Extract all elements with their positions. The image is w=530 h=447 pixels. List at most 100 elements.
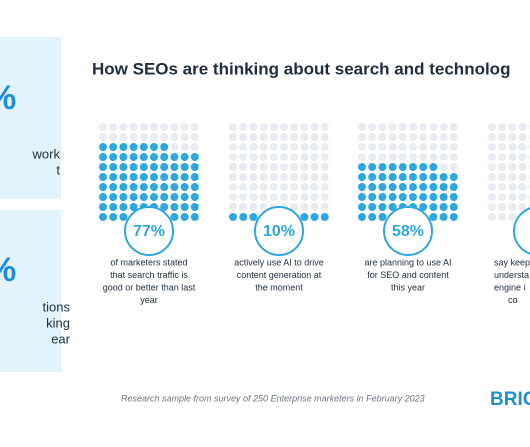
dot (310, 143, 319, 151)
dot (358, 153, 366, 161)
dot (229, 203, 237, 211)
dot-filled (368, 193, 377, 201)
dot (508, 123, 517, 131)
dot (518, 203, 527, 211)
dot-filled (170, 203, 179, 211)
dot-filled (439, 183, 448, 191)
dot (180, 123, 189, 131)
dot (429, 153, 438, 161)
dot (498, 213, 507, 221)
dot (190, 143, 199, 151)
dot (239, 123, 248, 131)
stat-circle (124, 206, 174, 256)
dot-filled (388, 193, 397, 201)
dot-filled (119, 193, 128, 201)
dot-filled (180, 163, 189, 171)
dot (259, 173, 268, 181)
dot-filled (439, 203, 448, 211)
dot (269, 123, 278, 131)
dot-filled (388, 203, 397, 211)
side-text: t (56, 162, 60, 177)
dot (310, 163, 319, 171)
dot (320, 173, 329, 181)
dot (320, 123, 329, 131)
dot (398, 123, 407, 131)
dot (508, 133, 517, 141)
dot (239, 203, 248, 211)
dot-filled (109, 163, 118, 171)
dot (170, 143, 179, 151)
dot (488, 143, 496, 151)
dot (229, 163, 237, 171)
dot (320, 183, 329, 191)
side-stat: % (0, 79, 16, 117)
dot-filled (358, 183, 366, 191)
dot (229, 193, 237, 201)
dot (508, 143, 517, 151)
dot-filled (139, 143, 148, 151)
dot (300, 133, 309, 141)
dot-filled (170, 163, 179, 171)
stat-text: actively use AI to drive (234, 257, 324, 267)
dot (320, 143, 329, 151)
dot (498, 203, 507, 211)
dot-filled (129, 173, 138, 181)
dot-filled (249, 213, 258, 221)
dot (388, 123, 397, 131)
dot-filled (388, 173, 397, 181)
dot-filled (449, 213, 458, 221)
side-text: work (32, 146, 61, 161)
dot (498, 193, 507, 201)
dot-filled (99, 163, 107, 171)
dot-filled (170, 173, 179, 181)
dot-filled (429, 193, 438, 201)
dot (498, 163, 507, 171)
dot (518, 173, 527, 181)
footer-note: Research sample from survey of 250 Enter… (121, 393, 425, 403)
dot (170, 133, 179, 141)
stat-text: are planning to use AI (364, 257, 451, 267)
dot (239, 133, 248, 141)
dot (518, 183, 527, 191)
dot-filled (419, 173, 428, 181)
dot (498, 153, 507, 161)
dot (310, 183, 319, 191)
dot (160, 133, 169, 141)
dot-filled (119, 173, 128, 181)
stat-text: understa (494, 270, 529, 280)
dot-filled (119, 163, 128, 171)
dot-filled (99, 153, 107, 161)
dot (358, 143, 366, 151)
dot-filled (409, 193, 417, 201)
dot-filled (170, 183, 179, 191)
dot-filled (378, 173, 387, 181)
dot (508, 153, 517, 161)
dot (300, 123, 309, 131)
dot (239, 193, 248, 201)
dot (449, 143, 458, 151)
dot-filled (109, 173, 118, 181)
dot-filled (190, 173, 199, 181)
dot (109, 123, 118, 131)
dot-filled (388, 163, 397, 171)
dot (488, 183, 496, 191)
dot (269, 143, 278, 151)
dot (368, 153, 377, 161)
dot (310, 133, 319, 141)
dot (368, 133, 377, 141)
dot (508, 173, 517, 181)
stat-circle (383, 206, 433, 256)
dot (300, 173, 309, 181)
dot-filled (358, 173, 366, 181)
dot (310, 153, 319, 161)
dot (280, 183, 288, 191)
dot (249, 143, 258, 151)
stat-text: year (140, 295, 158, 305)
stat-circle (513, 207, 530, 255)
dot (310, 123, 319, 131)
dot-filled (129, 143, 138, 151)
side-panel (0, 210, 61, 372)
dot (259, 153, 268, 161)
dot-filled (180, 203, 189, 211)
